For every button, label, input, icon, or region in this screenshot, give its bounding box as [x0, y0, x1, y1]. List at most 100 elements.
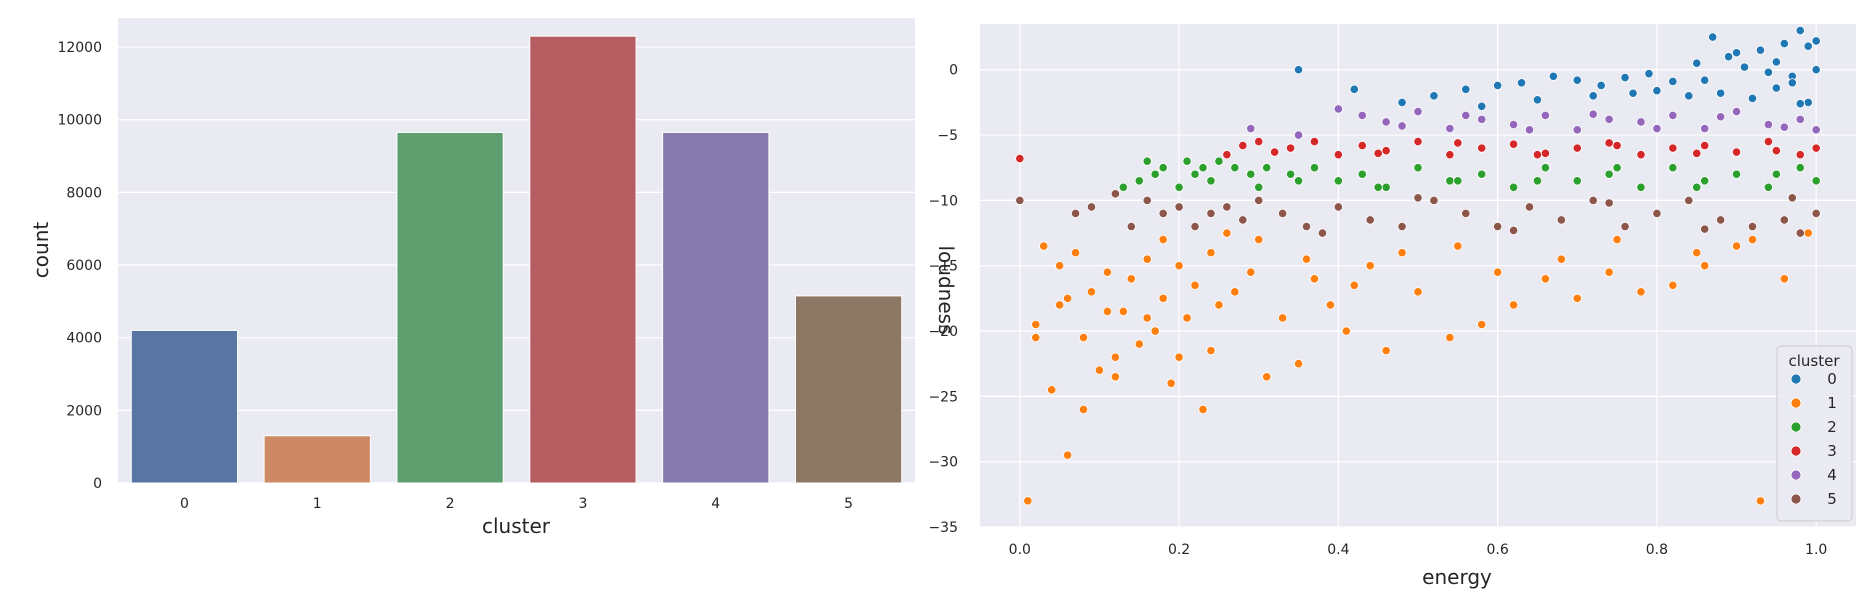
scatter-point — [1572, 75, 1582, 85]
scatter-point — [1158, 293, 1168, 303]
scatter-point — [1150, 326, 1160, 336]
scatter-point — [1548, 71, 1558, 81]
scatter-point — [1596, 80, 1606, 91]
scatter-point — [1477, 101, 1487, 111]
scatter-x-tick-label: 0.6 — [1487, 542, 1509, 558]
scatter-point — [1357, 169, 1367, 179]
scatter-y-tick-label: −35 — [928, 520, 958, 536]
scatter-point — [1429, 91, 1439, 101]
scatter-point — [1795, 25, 1805, 36]
scatter-point — [1572, 293, 1582, 303]
bar-cluster-3 — [529, 35, 637, 484]
scatter-point — [1532, 150, 1543, 160]
scatter-point — [1811, 36, 1821, 46]
scatter-point — [1238, 215, 1248, 225]
scatter-point — [1668, 163, 1678, 173]
scatter-x-tick-label: 0.0 — [1009, 542, 1031, 558]
scatter-y-tick-label: −10 — [928, 193, 958, 209]
scatter-point — [1198, 163, 1208, 173]
scatter-point — [1317, 228, 1328, 238]
bar-chart-gridlines — [118, 46, 915, 484]
scatter-point — [1771, 169, 1781, 179]
scatter-point — [1716, 215, 1726, 225]
scatter-point — [1508, 300, 1519, 310]
bar-x-tick-label: 5 — [844, 496, 853, 512]
scatter-point — [1381, 182, 1391, 192]
scatter-point — [1803, 97, 1813, 107]
scatter-point — [1254, 195, 1264, 205]
scatter-point — [1397, 97, 1407, 107]
scatter-point — [1182, 313, 1192, 323]
scatter-point — [1755, 496, 1766, 506]
scatter-point — [1771, 57, 1781, 67]
bar-cluster-0 — [130, 329, 239, 484]
bar-cluster-4 — [662, 131, 770, 484]
scatter-point — [1333, 202, 1343, 212]
scatter-point — [1118, 306, 1128, 317]
scatter-point — [1381, 146, 1391, 156]
scatter-point — [1731, 169, 1742, 179]
scatter-point — [1222, 202, 1232, 212]
legend-label-4: 4 — [1827, 466, 1837, 484]
scatter-point — [1572, 176, 1582, 186]
scatter-point — [1158, 234, 1168, 245]
scatter-point — [1270, 147, 1280, 157]
scatter-legend-entries: 0 1 2 3 4 5 — [1790, 370, 1837, 508]
scatter-point — [1293, 359, 1304, 369]
scatter-x-tick-label: 0.4 — [1327, 542, 1349, 558]
scatter-point — [1453, 241, 1463, 251]
bar-y-tick-label: 12000 — [57, 40, 102, 56]
scatter-point — [1357, 110, 1367, 121]
scatter-point — [1070, 248, 1081, 258]
scatter-point — [1652, 123, 1662, 134]
bar-x-tick-label: 4 — [711, 496, 720, 512]
scatter-point — [1254, 182, 1264, 192]
scatter-point — [1628, 88, 1638, 98]
scatter-point — [1700, 176, 1710, 186]
bar-cluster-1 — [263, 435, 371, 484]
scatter-point — [1254, 136, 1264, 147]
scatter-point — [1716, 112, 1726, 122]
legend-marker-2 — [1790, 421, 1802, 433]
scatter-point — [1102, 267, 1113, 277]
scatter-point — [1716, 88, 1726, 98]
bar-y-tick-label: 10000 — [57, 113, 102, 129]
scatter-point — [1692, 248, 1702, 258]
scatter-point — [1588, 109, 1598, 119]
scatter-point — [1015, 195, 1025, 205]
scatter-point — [1063, 450, 1073, 460]
scatter-point — [1493, 80, 1503, 91]
scatter-point — [1692, 58, 1702, 68]
scatter-y-tick-label: −5 — [937, 128, 958, 144]
scatter-series-cluster-0 — [1293, 25, 1821, 111]
scatter-point — [1493, 267, 1503, 277]
scatter-chart-points — [1015, 25, 1821, 506]
scatter-point — [1126, 274, 1136, 284]
scatter-point — [1206, 346, 1216, 356]
scatter-point — [1461, 84, 1471, 94]
scatter-point — [1811, 125, 1821, 135]
scatter-point — [1540, 163, 1551, 173]
scatter-point — [1285, 143, 1296, 153]
scatter-point — [1477, 169, 1487, 179]
scatter-point — [1787, 78, 1797, 88]
scatter-point — [1604, 114, 1614, 124]
scatter-chart: 0 −5 −10 −15 −20 −25 −30 −35 0.0 0.2 0.4 0.6 0.8 1.0… — [928, 24, 1856, 589]
scatter-point — [1142, 195, 1152, 205]
scatter-point — [1222, 150, 1232, 160]
bar-chart-bars — [130, 35, 903, 484]
scatter-point — [1532, 176, 1543, 186]
scatter-point — [1118, 182, 1128, 192]
scatter-point — [1811, 176, 1821, 186]
scatter-series-cluster-3 — [1015, 136, 1821, 164]
scatter-chart-x-tick-labels: 0.0 0.2 0.4 0.6 0.8 1.0 — [1009, 542, 1828, 558]
legend-label-2: 2 — [1827, 418, 1837, 436]
scatter-point — [1086, 202, 1097, 212]
scatter-series-cluster-1 — [1023, 228, 1813, 506]
scatter-point — [1413, 106, 1423, 117]
scatter-point — [1708, 32, 1718, 42]
scatter-point — [1293, 130, 1304, 140]
scatter-point — [1333, 176, 1343, 186]
scatter-point — [1190, 280, 1200, 290]
scatter-point — [1349, 84, 1359, 94]
